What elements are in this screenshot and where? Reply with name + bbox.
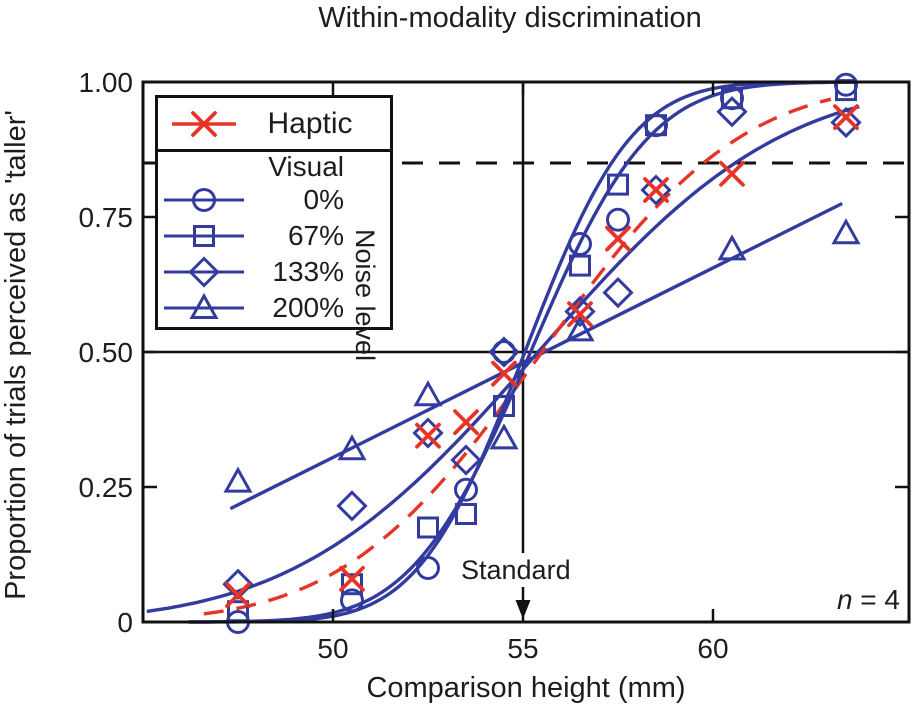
marker-visual-133-noise xyxy=(830,106,862,139)
fit-curve-visual-0-noise xyxy=(188,80,856,624)
legend-row-haptic: Haptic xyxy=(158,98,390,152)
marker-haptic xyxy=(225,582,251,608)
square-marker-icon xyxy=(164,225,244,247)
sample-size-annotation: n = 4 xyxy=(795,584,900,616)
marker-visual-133-noise xyxy=(450,444,482,476)
marker-visual-200-noise xyxy=(717,234,747,261)
legend-visual-section: Visual 0% 67% 133% 200% Noise l xyxy=(158,151,390,361)
legend-200pct-label: 200% xyxy=(272,292,344,323)
n-symbol: n xyxy=(836,584,853,615)
marker-visual-0-noise xyxy=(492,340,516,364)
marker-visual-0-noise xyxy=(720,86,744,111)
legend-haptic-label: Haptic xyxy=(267,106,353,140)
y-tick-label: 0.25 xyxy=(79,472,134,503)
legend-67pct-label: 67% xyxy=(287,220,344,251)
marker-haptic xyxy=(415,422,441,449)
chart-title: Within-modality discrimination xyxy=(318,2,702,34)
marker-haptic xyxy=(491,360,517,387)
marker-haptic xyxy=(605,225,631,252)
marker-visual-0-noise xyxy=(568,232,592,256)
diamond-marker-icon xyxy=(164,256,244,288)
y-tick-label: 1.00 xyxy=(79,67,134,98)
legend-visual-header: Visual xyxy=(268,151,344,182)
standard-annotation: Standard xyxy=(453,553,579,587)
n-value: = 4 xyxy=(852,584,900,615)
marker-visual-0-noise xyxy=(454,477,478,502)
legend-noise-level-label: Noise level xyxy=(350,228,380,362)
circle-marker-icon xyxy=(164,188,244,212)
marker-visual-200-noise xyxy=(831,218,861,245)
marker-visual-67-noise xyxy=(607,173,629,196)
marker-visual-0-noise xyxy=(606,207,630,232)
marker-visual-200-noise xyxy=(489,423,519,450)
legend-box: Haptic Visual 0% 67% 133% 20 xyxy=(155,95,393,361)
haptic-x-marker-icon xyxy=(172,110,236,137)
x-axis-title: Comparison height (mm) xyxy=(366,672,686,704)
legend-0pct-label: 0% xyxy=(303,184,344,215)
marker-visual-133-noise xyxy=(602,276,634,309)
marker-haptic xyxy=(643,177,669,203)
legend-row-67pct: 67% xyxy=(158,218,346,254)
marker-visual-200-noise xyxy=(413,380,443,407)
y-tick-label: 0.50 xyxy=(79,337,134,368)
x-tick-label: 50 xyxy=(317,633,348,664)
marker-haptic xyxy=(719,160,745,187)
y-tick-label: 0 xyxy=(117,607,133,638)
marker-visual-200-noise xyxy=(565,315,595,342)
marker-haptic xyxy=(567,301,593,328)
marker-visual-67-noise xyxy=(493,395,515,417)
marker-visual-133-noise xyxy=(222,568,254,600)
y-tick-label: 0.75 xyxy=(79,202,134,233)
marker-visual-67-noise xyxy=(455,503,477,525)
marker-visual-67-noise xyxy=(569,254,591,277)
fit-curve-visual-133-noise xyxy=(146,104,860,614)
marker-visual-133-noise xyxy=(412,417,444,449)
marker-visual-133-noise xyxy=(336,490,368,522)
marker-haptic xyxy=(833,104,859,130)
marker-visual-0-noise xyxy=(834,72,858,97)
marker-visual-67-noise xyxy=(341,573,363,596)
marker-visual-133-noise xyxy=(640,174,672,206)
y-axis-title: Proportion of trials perceived as 'talle… xyxy=(0,110,32,600)
legend-133pct-label: 133% xyxy=(272,256,344,287)
triangle-marker-icon xyxy=(164,292,244,319)
legend-row-133pct: 133% xyxy=(158,254,346,290)
marker-visual-67-noise xyxy=(417,516,439,539)
marker-visual-0-noise xyxy=(644,113,668,138)
marker-haptic xyxy=(339,565,365,592)
marker-visual-200-noise xyxy=(337,434,367,461)
marker-visual-0-noise xyxy=(340,588,364,613)
marker-haptic xyxy=(453,409,479,436)
legend-row-0pct: 0% xyxy=(158,182,346,218)
legend-row-200pct: 200% xyxy=(158,290,346,326)
marker-visual-200-noise xyxy=(223,466,253,493)
marker-visual-0-noise xyxy=(416,556,440,580)
x-tick-label: 55 xyxy=(507,633,538,664)
x-tick-label: 60 xyxy=(697,633,728,664)
